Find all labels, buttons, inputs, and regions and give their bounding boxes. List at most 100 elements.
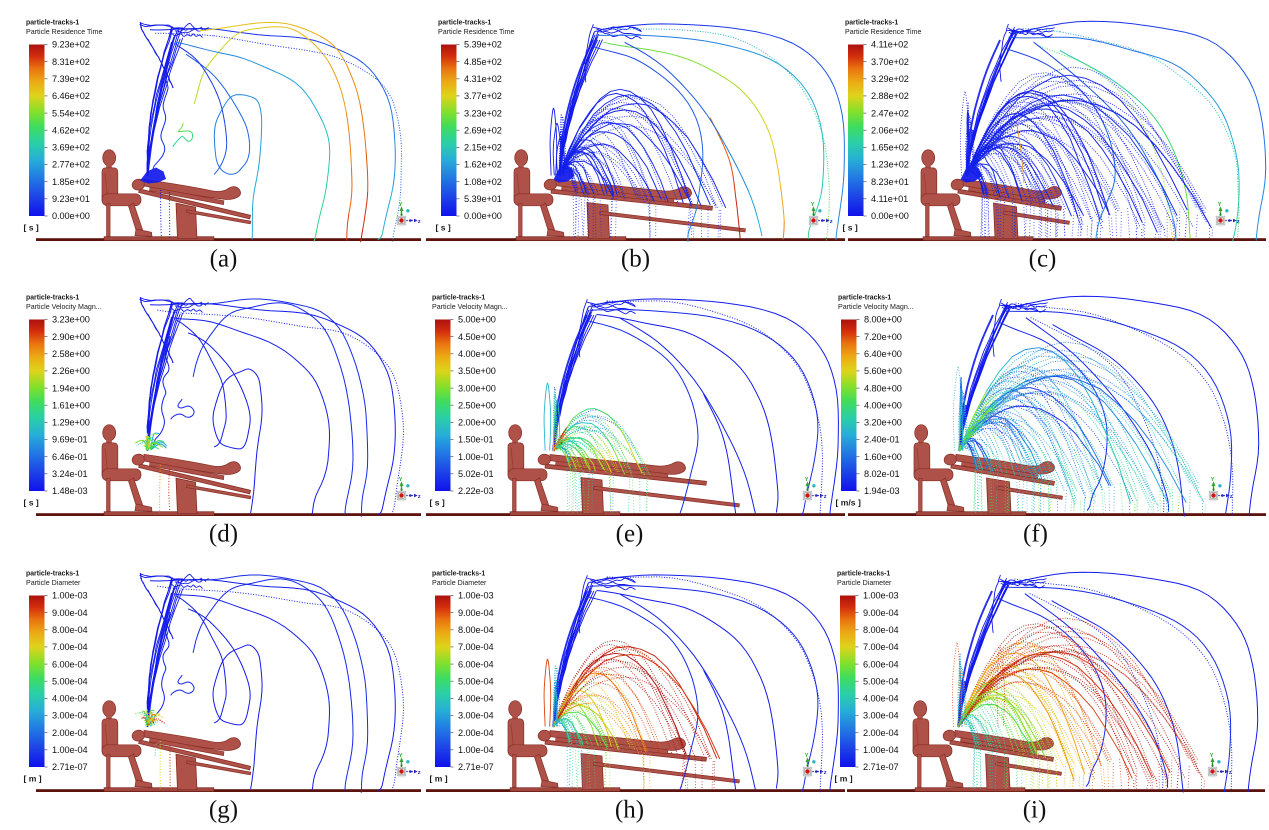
svg-text:7.00e-04: 7.00e-04 bbox=[52, 642, 87, 652]
svg-text:Particle Residence Time: Particle Residence Time bbox=[845, 28, 922, 36]
svg-text:8.00e-04: 8.00e-04 bbox=[863, 625, 898, 635]
svg-text:1.61e+00: 1.61e+00 bbox=[52, 400, 90, 410]
svg-text:9.23e+02: 9.23e+02 bbox=[52, 40, 90, 50]
svg-text:1.48e-03: 1.48e-03 bbox=[52, 486, 87, 496]
svg-text:1.65e+02: 1.65e+02 bbox=[871, 143, 909, 153]
svg-text:2.00e+00: 2.00e+00 bbox=[458, 418, 496, 428]
svg-text:0.00e+00: 0.00e+00 bbox=[52, 211, 90, 221]
svg-text:4.62e+02: 4.62e+02 bbox=[52, 125, 90, 135]
svg-text:5.60e+00: 5.60e+00 bbox=[864, 366, 902, 376]
svg-text:(g): (g) bbox=[209, 796, 238, 823]
svg-text:particle-tracks-1: particle-tracks-1 bbox=[438, 19, 491, 26]
svg-text:7.00e-04: 7.00e-04 bbox=[863, 642, 898, 652]
svg-text:1.08e+02: 1.08e+02 bbox=[464, 177, 502, 187]
svg-text:3.20e+00: 3.20e+00 bbox=[864, 418, 902, 428]
svg-text:(i): (i) bbox=[1023, 796, 1047, 823]
svg-text:4.11e+01: 4.11e+01 bbox=[871, 194, 908, 204]
svg-text:3.00e-04: 3.00e-04 bbox=[52, 711, 87, 721]
svg-text:5.00e-04: 5.00e-04 bbox=[458, 676, 493, 686]
svg-text:[ m ]: [ m ] bbox=[430, 774, 448, 784]
svg-text:1.85e+02: 1.85e+02 bbox=[52, 177, 90, 187]
svg-text:6.00e-04: 6.00e-04 bbox=[458, 659, 493, 669]
svg-text:1.00e-03: 1.00e-03 bbox=[863, 591, 898, 601]
svg-text:(c): (c) bbox=[1029, 245, 1057, 272]
svg-text:particle-tracks-1: particle-tracks-1 bbox=[432, 570, 485, 577]
svg-text:2.00e-04: 2.00e-04 bbox=[863, 728, 898, 738]
svg-text:Particle Diameter: Particle Diameter bbox=[837, 579, 892, 587]
svg-text:2.88e+02: 2.88e+02 bbox=[871, 91, 909, 101]
svg-text:6.40e+00: 6.40e+00 bbox=[864, 349, 902, 359]
svg-text:0.00e+00: 0.00e+00 bbox=[871, 211, 909, 221]
svg-text:particle-tracks-1: particle-tracks-1 bbox=[837, 570, 890, 577]
svg-text:1.62e+02: 1.62e+02 bbox=[464, 160, 502, 170]
svg-text:Particle Diameter: Particle Diameter bbox=[432, 579, 487, 587]
svg-text:8.00e+00: 8.00e+00 bbox=[864, 315, 902, 325]
svg-text:8.02e-01: 8.02e-01 bbox=[864, 469, 899, 479]
svg-text:4.11e+02: 4.11e+02 bbox=[871, 40, 908, 50]
svg-text:2.22e-03: 2.22e-03 bbox=[458, 486, 493, 496]
svg-text:particle-tracks-1: particle-tracks-1 bbox=[845, 19, 898, 26]
svg-text:1.94e+00: 1.94e+00 bbox=[52, 383, 90, 393]
svg-text:4.50e+00: 4.50e+00 bbox=[458, 332, 496, 342]
svg-text:9.00e-04: 9.00e-04 bbox=[458, 608, 493, 618]
svg-text:2.71e-07: 2.71e-07 bbox=[863, 762, 898, 772]
svg-text:1.00e-01: 1.00e-01 bbox=[458, 452, 493, 462]
svg-text:[ s ]: [ s ] bbox=[843, 223, 858, 233]
svg-text:3.77e+02: 3.77e+02 bbox=[464, 91, 502, 101]
svg-text:4.00e-04: 4.00e-04 bbox=[863, 694, 898, 704]
svg-text:1.29e+00: 1.29e+00 bbox=[52, 418, 90, 428]
svg-text:3.00e-04: 3.00e-04 bbox=[458, 711, 493, 721]
svg-text:[ m/s ]: [ m/s ] bbox=[836, 498, 861, 508]
svg-text:2.69e+02: 2.69e+02 bbox=[464, 125, 502, 135]
svg-text:5.00e+00: 5.00e+00 bbox=[458, 315, 496, 325]
svg-text:[ s ]: [ s ] bbox=[24, 223, 39, 233]
svg-text:particle-tracks-1: particle-tracks-1 bbox=[26, 570, 79, 577]
svg-text:1.00e-04: 1.00e-04 bbox=[458, 745, 493, 755]
svg-text:4.00e-04: 4.00e-04 bbox=[458, 694, 493, 704]
svg-text:5.39e+01: 5.39e+01 bbox=[464, 194, 502, 204]
svg-text:5.39e+02: 5.39e+02 bbox=[464, 40, 502, 50]
svg-text:8.00e-04: 8.00e-04 bbox=[52, 625, 87, 635]
svg-text:7.00e-04: 7.00e-04 bbox=[458, 642, 493, 652]
svg-text:5.00e-04: 5.00e-04 bbox=[52, 676, 87, 686]
svg-text:6.46e+02: 6.46e+02 bbox=[52, 91, 90, 101]
svg-text:4.31e+02: 4.31e+02 bbox=[464, 74, 502, 84]
svg-text:1.00e-04: 1.00e-04 bbox=[863, 745, 898, 755]
svg-text:3.23e+00: 3.23e+00 bbox=[52, 315, 90, 325]
svg-text:3.70e+02: 3.70e+02 bbox=[871, 57, 909, 67]
svg-text:2.00e-04: 2.00e-04 bbox=[458, 728, 493, 738]
svg-text:2.58e+00: 2.58e+00 bbox=[52, 349, 90, 359]
svg-text:2.71e-07: 2.71e-07 bbox=[52, 762, 87, 772]
svg-text:3.29e+02: 3.29e+02 bbox=[871, 74, 909, 84]
svg-text:5.54e+02: 5.54e+02 bbox=[52, 108, 90, 118]
svg-text:8.31e+02: 8.31e+02 bbox=[52, 57, 90, 67]
svg-text:Particle Velocity Magn...: Particle Velocity Magn... bbox=[838, 303, 914, 311]
svg-text:[ s ]: [ s ] bbox=[24, 498, 39, 508]
svg-text:2.47e+02: 2.47e+02 bbox=[871, 108, 909, 118]
svg-text:[ m ]: [ m ] bbox=[835, 774, 853, 784]
svg-text:8.23e+01: 8.23e+01 bbox=[871, 177, 909, 187]
svg-text:3.69e+02: 3.69e+02 bbox=[52, 143, 90, 153]
svg-text:1.94e-03: 1.94e-03 bbox=[864, 486, 899, 496]
svg-text:6.00e-04: 6.00e-04 bbox=[863, 659, 898, 669]
svg-text:2.26e+00: 2.26e+00 bbox=[52, 366, 90, 376]
svg-text:1.00e-04: 1.00e-04 bbox=[52, 745, 87, 755]
svg-text:3.50e+00: 3.50e+00 bbox=[458, 366, 496, 376]
svg-text:2.50e+00: 2.50e+00 bbox=[458, 400, 496, 410]
svg-text:9.23e+01: 9.23e+01 bbox=[52, 194, 90, 204]
svg-text:4.00e+00: 4.00e+00 bbox=[458, 349, 496, 359]
svg-text:8.00e-04: 8.00e-04 bbox=[458, 625, 493, 635]
svg-text:Particle Diameter: Particle Diameter bbox=[26, 579, 81, 587]
svg-text:4.85e+02: 4.85e+02 bbox=[464, 57, 502, 67]
svg-text:1.23e+02: 1.23e+02 bbox=[871, 160, 909, 170]
svg-text:3.00e+00: 3.00e+00 bbox=[458, 383, 496, 393]
svg-text:7.39e+02: 7.39e+02 bbox=[52, 74, 90, 84]
svg-text:Particle Velocity Magn...: Particle Velocity Magn... bbox=[432, 303, 508, 311]
svg-text:4.00e-04: 4.00e-04 bbox=[52, 694, 87, 704]
svg-text:5.00e-04: 5.00e-04 bbox=[863, 676, 898, 686]
svg-text:Particle Velocity Magn...: Particle Velocity Magn... bbox=[26, 303, 102, 311]
svg-text:1.60e+00: 1.60e+00 bbox=[864, 452, 902, 462]
svg-text:particle-tracks-1: particle-tracks-1 bbox=[26, 294, 79, 301]
svg-text:1.00e-03: 1.00e-03 bbox=[458, 591, 493, 601]
svg-text:5.02e-01: 5.02e-01 bbox=[458, 469, 493, 479]
